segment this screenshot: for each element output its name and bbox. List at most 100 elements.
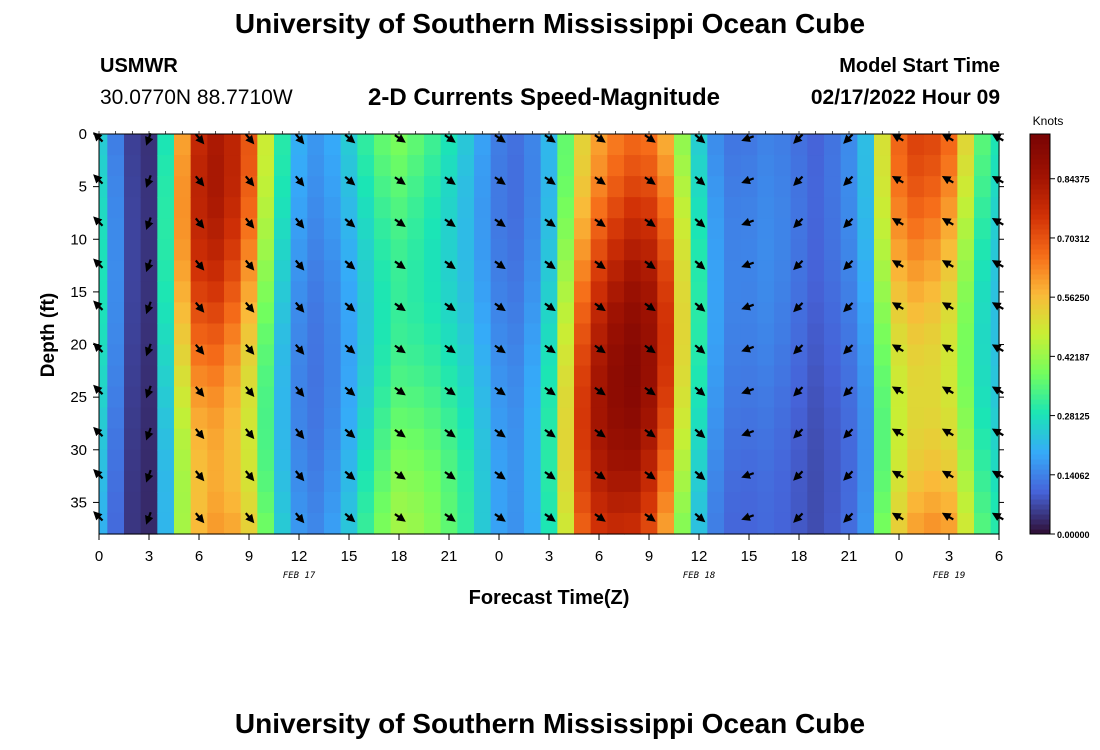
heatmap-cell (907, 365, 925, 388)
heatmap-cell (457, 407, 475, 430)
heatmap-cell (157, 218, 175, 240)
current-vector-arrow (843, 386, 854, 397)
heatmap-cell (140, 491, 158, 514)
heatmap-cell (124, 197, 142, 219)
current-vector-arrow (394, 428, 406, 438)
heatmap-cell (274, 344, 292, 367)
heatmap-cell (607, 197, 625, 219)
x-tick-label: 9 (645, 548, 653, 565)
date-label: FEB 19 (933, 571, 966, 581)
heatmap-cell (640, 281, 658, 304)
heatmap-cell (607, 491, 625, 514)
heatmap-cell (824, 134, 842, 156)
current-vector-arrow (694, 428, 706, 439)
heatmap-cell (190, 155, 208, 177)
heatmap-cell (774, 302, 792, 325)
heatmap-cell (107, 176, 125, 198)
heatmap-cell (874, 449, 892, 472)
colorbar-segment (1030, 484, 1050, 490)
heatmap-cell (390, 491, 408, 514)
heatmap-cell (374, 365, 392, 388)
heatmap-cell (307, 386, 325, 409)
heatmap-cell (424, 155, 442, 177)
heatmap-cell (107, 449, 125, 472)
heatmap-cell (874, 134, 892, 156)
heatmap-cell (874, 491, 892, 514)
heatmap-cell (207, 449, 225, 472)
heatmap-cell (174, 239, 192, 261)
colorbar-segment (1030, 304, 1050, 310)
heatmap-cell (674, 197, 692, 219)
heatmap-cell (857, 386, 875, 409)
heatmap-cell (207, 512, 225, 535)
heatmap-cell (557, 491, 575, 514)
current-vector-arrow (594, 513, 606, 522)
heatmap-cell (524, 512, 542, 535)
heatmap-cell (557, 470, 575, 493)
heatmap-cell (540, 365, 558, 388)
colorbar-segment (1030, 479, 1050, 485)
heatmap-cell (807, 155, 825, 177)
heatmap-cell (807, 281, 825, 304)
heatmap-cell (174, 134, 192, 156)
current-vector-arrow (244, 470, 255, 482)
current-vector-arrow (891, 386, 904, 395)
heatmap-cell (107, 512, 125, 535)
heatmap-cell (340, 281, 358, 304)
heatmap-cell (924, 365, 942, 388)
heatmap-cell (274, 449, 292, 472)
current-vector-arrow (344, 470, 356, 481)
heatmap-cell (724, 302, 742, 325)
heatmap-cell (590, 365, 608, 388)
heatmap-cell (907, 470, 925, 493)
heatmap-cell (674, 239, 692, 261)
heatmap-cell (490, 407, 508, 430)
date-label: FEB 17 (283, 571, 316, 581)
heatmap-cell (390, 281, 408, 304)
heatmap-cell (257, 134, 275, 156)
heatmap-cell (674, 344, 692, 367)
heatmap-cell (474, 281, 492, 304)
heatmap-cell (974, 197, 992, 219)
heatmap-cell (657, 176, 675, 198)
heatmap-cell (140, 449, 158, 472)
current-vector-arrow (544, 218, 556, 227)
current-vector-arrow (843, 428, 854, 439)
current-vector-arrow (544, 176, 556, 185)
current-vector-arrow (694, 386, 706, 396)
heatmap-cell (424, 344, 442, 367)
heatmap-cell (707, 155, 725, 177)
heatmap-cell (190, 281, 208, 304)
heatmap-cell (357, 491, 375, 514)
heatmap-cell (257, 491, 275, 514)
current-vector-arrow (494, 134, 506, 143)
current-vector-arrow (644, 386, 656, 396)
current-vector-arrow (394, 176, 406, 185)
colorbar-tick-label: 0.56250 (1057, 293, 1090, 303)
heatmap-cell (690, 323, 708, 346)
colorbar-segment (1030, 219, 1050, 225)
colorbar-tick-label: 0.42187 (1057, 352, 1090, 362)
heatmap-cell (99, 218, 108, 240)
heatmap-cell (674, 512, 692, 535)
heatmap-cell (624, 260, 642, 282)
heatmap-cell (107, 407, 125, 430)
heatmap-cell (990, 176, 1000, 198)
heatmap-cell (590, 323, 608, 346)
heatmap-cell (607, 449, 625, 472)
current-vector-arrow (694, 302, 706, 312)
heatmap-cell (674, 407, 692, 430)
current-vector-arrow (644, 513, 656, 522)
heatmap-cell (574, 407, 592, 430)
heatmap-cell (390, 323, 408, 346)
heatmap-cell (524, 197, 542, 219)
heatmap-cell (840, 365, 858, 388)
current-vector-arrow (145, 385, 154, 399)
heatmap-cell (424, 281, 442, 304)
heatmap-cell (607, 239, 625, 261)
heatmap-cell (124, 323, 142, 346)
heatmap-cell (907, 281, 925, 304)
heatmap-cell (557, 239, 575, 261)
heatmap-cell (99, 176, 108, 198)
heatmap-cell (674, 134, 692, 156)
